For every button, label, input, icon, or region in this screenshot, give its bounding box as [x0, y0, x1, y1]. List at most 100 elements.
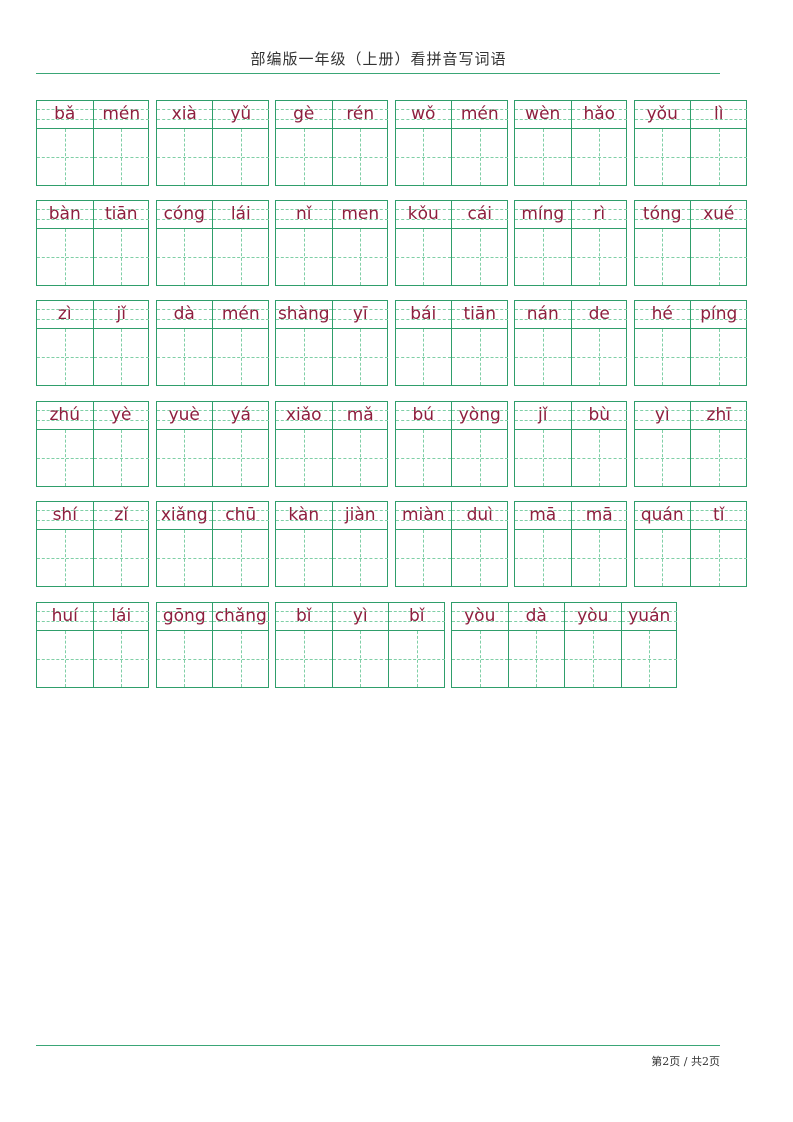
writing-cell[interactable]: yuán — [620, 603, 677, 687]
character-box[interactable] — [452, 430, 508, 486]
character-box[interactable] — [452, 229, 508, 285]
writing-cell[interactable]: cóng — [156, 201, 212, 285]
character-box[interactable] — [452, 631, 508, 687]
character-box[interactable] — [37, 530, 93, 586]
character-box[interactable] — [634, 129, 690, 185]
character-box[interactable] — [452, 530, 508, 586]
character-box[interactable] — [276, 229, 332, 285]
writing-cell[interactable]: men — [331, 201, 388, 285]
character-box[interactable] — [452, 129, 508, 185]
character-box[interactable] — [276, 329, 332, 385]
writing-cell[interactable]: yì — [634, 402, 690, 486]
character-box[interactable] — [571, 329, 627, 385]
character-box[interactable] — [332, 631, 388, 687]
writing-cell[interactable]: zǐ — [92, 502, 149, 586]
writing-cell[interactable]: hé — [634, 301, 690, 385]
writing-cell[interactable]: tiān — [92, 201, 149, 285]
character-box[interactable] — [213, 530, 269, 586]
character-box[interactable] — [332, 530, 388, 586]
character-box[interactable] — [621, 631, 677, 687]
writing-cell[interactable]: lì — [690, 101, 747, 185]
character-box[interactable] — [395, 229, 451, 285]
writing-cell[interactable]: shàng — [276, 301, 332, 385]
character-box[interactable] — [395, 430, 451, 486]
character-box[interactable] — [276, 430, 332, 486]
writing-cell[interactable]: chū — [212, 502, 269, 586]
character-box[interactable] — [452, 329, 508, 385]
character-box[interactable] — [515, 129, 571, 185]
writing-cell[interactable]: mǎ — [331, 402, 388, 486]
writing-cell[interactable]: rén — [331, 101, 388, 185]
writing-cell[interactable]: wèn — [515, 101, 571, 185]
writing-cell[interactable]: bǐ — [388, 603, 445, 687]
character-box[interactable] — [332, 229, 388, 285]
writing-cell[interactable]: yòu — [564, 603, 621, 687]
writing-cell[interactable]: tǐ — [690, 502, 747, 586]
writing-cell[interactable]: mén — [212, 301, 269, 385]
writing-cell[interactable]: lái — [92, 603, 149, 687]
character-box[interactable] — [691, 129, 747, 185]
character-box[interactable] — [93, 329, 149, 385]
writing-cell[interactable]: huí — [37, 603, 93, 687]
writing-cell[interactable]: dà — [156, 301, 212, 385]
writing-cell[interactable]: miàn — [395, 502, 451, 586]
character-box[interactable] — [332, 430, 388, 486]
character-box[interactable] — [691, 430, 747, 486]
character-box[interactable] — [156, 631, 212, 687]
writing-cell[interactable]: wǒ — [395, 101, 451, 185]
character-box[interactable] — [156, 430, 212, 486]
writing-cell[interactable]: tóng — [634, 201, 690, 285]
writing-cell[interactable]: duì — [451, 502, 508, 586]
character-box[interactable] — [634, 329, 690, 385]
character-box[interactable] — [691, 229, 747, 285]
writing-cell[interactable]: gōng — [156, 603, 212, 687]
writing-cell[interactable]: xiǎng — [156, 502, 212, 586]
character-box[interactable] — [634, 430, 690, 486]
character-box[interactable] — [515, 530, 571, 586]
writing-cell[interactable]: bàn — [37, 201, 93, 285]
writing-cell[interactable]: rì — [570, 201, 627, 285]
writing-cell[interactable]: cái — [451, 201, 508, 285]
character-box[interactable] — [213, 631, 269, 687]
character-box[interactable] — [515, 430, 571, 486]
writing-cell[interactable]: jiàn — [331, 502, 388, 586]
writing-cell[interactable]: quán — [634, 502, 690, 586]
writing-cell[interactable]: nán — [515, 301, 571, 385]
writing-cell[interactable]: mén — [92, 101, 149, 185]
writing-cell[interactable]: yè — [92, 402, 149, 486]
character-box[interactable] — [156, 229, 212, 285]
writing-cell[interactable]: jǐ — [515, 402, 571, 486]
character-box[interactable] — [276, 631, 332, 687]
writing-cell[interactable]: yòng — [451, 402, 508, 486]
writing-cell[interactable]: yī — [331, 301, 388, 385]
writing-cell[interactable]: xià — [156, 101, 212, 185]
writing-cell[interactable]: mā — [570, 502, 627, 586]
writing-cell[interactable]: kǒu — [395, 201, 451, 285]
writing-cell[interactable]: yòu — [452, 603, 508, 687]
character-box[interactable] — [571, 129, 627, 185]
character-box[interactable] — [156, 530, 212, 586]
character-box[interactable] — [93, 129, 149, 185]
character-box[interactable] — [691, 329, 747, 385]
writing-cell[interactable]: zhú — [37, 402, 93, 486]
writing-cell[interactable]: shí — [37, 502, 93, 586]
character-box[interactable] — [571, 530, 627, 586]
writing-cell[interactable]: zhī — [690, 402, 747, 486]
writing-cell[interactable]: dà — [507, 603, 564, 687]
character-box[interactable] — [508, 631, 564, 687]
character-box[interactable] — [276, 129, 332, 185]
writing-cell[interactable]: yǒu — [634, 101, 690, 185]
character-box[interactable] — [93, 631, 149, 687]
character-box[interactable] — [93, 229, 149, 285]
character-box[interactable] — [213, 229, 269, 285]
character-box[interactable] — [37, 229, 93, 285]
writing-cell[interactable]: mén — [451, 101, 508, 185]
writing-cell[interactable]: bái — [395, 301, 451, 385]
character-box[interactable] — [571, 430, 627, 486]
character-box[interactable] — [37, 129, 93, 185]
writing-cell[interactable]: hǎo — [570, 101, 627, 185]
character-box[interactable] — [37, 631, 93, 687]
character-box[interactable] — [515, 229, 571, 285]
character-box[interactable] — [156, 329, 212, 385]
writing-cell[interactable]: jǐ — [92, 301, 149, 385]
